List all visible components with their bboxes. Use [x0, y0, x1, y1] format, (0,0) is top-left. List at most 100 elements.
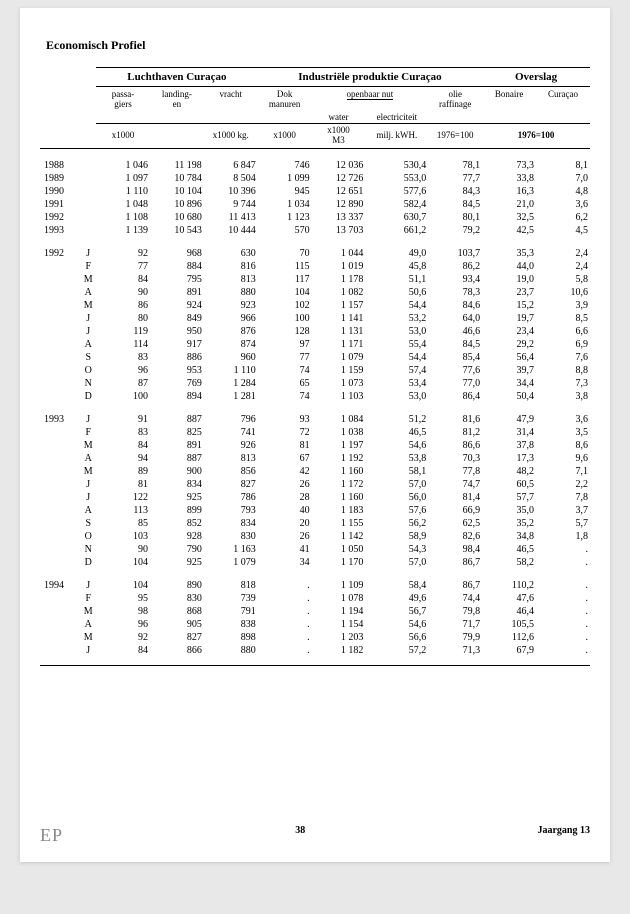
cell: 10 444: [204, 224, 258, 237]
cell: 630,7: [365, 211, 428, 224]
cell: A: [80, 618, 96, 631]
cell: 813: [204, 273, 258, 286]
table-row: J808499661001 14153,264,019,78,5: [40, 312, 590, 325]
cell: O: [80, 364, 96, 377]
cell: 1 281: [204, 390, 258, 403]
cell: 12 651: [312, 185, 366, 198]
cell: 41: [258, 543, 312, 556]
cell: 77,7: [428, 172, 482, 185]
table-row: M84891926811 19754,686,637,88,6: [40, 439, 590, 452]
cell: F: [80, 426, 96, 439]
cell: 3,9: [536, 299, 590, 312]
cell: [40, 543, 80, 556]
cell: 28: [258, 491, 312, 504]
cell: 1988: [40, 159, 80, 172]
cell: 10 680: [150, 211, 204, 224]
cell: 1 284: [204, 377, 258, 390]
cell: 887: [150, 413, 204, 426]
cell: 10 896: [150, 198, 204, 211]
cell: 37,8: [482, 439, 536, 452]
sub-openbaar: openbaar nut: [312, 87, 429, 111]
cell: 10 543: [150, 224, 204, 237]
cell: M: [80, 439, 96, 452]
table-row: D1049251 079341 17057,086,758,2.: [40, 556, 590, 569]
cell: 86: [96, 299, 150, 312]
cell: 55,4: [365, 338, 428, 351]
cell: 98,4: [428, 543, 482, 556]
table-row: A94887813671 19253,870,317,39,6: [40, 452, 590, 465]
cell: 26: [258, 478, 312, 491]
cell: 3,8: [536, 390, 590, 403]
cell: 1990: [40, 185, 80, 198]
cell: 6,2: [536, 211, 590, 224]
cell: D: [80, 390, 96, 403]
cell: 71,7: [428, 618, 482, 631]
unit-x1000m3: x1000M3: [312, 124, 366, 149]
cell: 58,9: [365, 530, 428, 543]
cell: 2,4: [536, 247, 590, 260]
cell: 7,3: [536, 377, 590, 390]
cell: 1 183: [312, 504, 366, 517]
cell: [40, 377, 80, 390]
cell: 34,4: [482, 377, 536, 390]
cell: 917: [150, 338, 204, 351]
cell: 81,6: [428, 413, 482, 426]
cell: 661,2: [365, 224, 428, 237]
table-row: M847958131171 17851,193,419,05,8: [40, 273, 590, 286]
cell: [40, 312, 80, 325]
cell: 834: [150, 478, 204, 491]
cell: M: [80, 631, 96, 644]
cell: 91: [96, 413, 150, 426]
cell: 74: [258, 390, 312, 403]
cell: 4,5: [536, 224, 590, 237]
cell: M: [80, 273, 96, 286]
cell: 39,7: [482, 364, 536, 377]
cell: .: [536, 618, 590, 631]
table-row: 19901 11010 10410 39694512 651577,684,31…: [40, 185, 590, 198]
cell: 54,6: [365, 618, 428, 631]
cell: M: [80, 465, 96, 478]
cell: 953: [150, 364, 204, 377]
cell: M: [80, 605, 96, 618]
unit-x1000b: x1000: [258, 124, 312, 149]
cell: 838: [204, 618, 258, 631]
cell: .: [536, 579, 590, 592]
unit-base76: 1976=100: [428, 124, 482, 149]
cell: 66,9: [428, 504, 482, 517]
cell: 51,1: [365, 273, 428, 286]
sub-header-row-1: passa-giers landing-en vracht Dokmanuren…: [40, 87, 590, 111]
cell: 1 109: [312, 579, 366, 592]
cell: 70,3: [428, 452, 482, 465]
cell: 13 337: [312, 211, 366, 224]
cell: 82,6: [428, 530, 482, 543]
cell: 81,4: [428, 491, 482, 504]
cell: 5,8: [536, 273, 590, 286]
cell: 899: [150, 504, 204, 517]
cell: 1 103: [312, 390, 366, 403]
cell: 1 110: [96, 185, 150, 198]
cell: 786: [204, 491, 258, 504]
cell: 71,3: [428, 644, 482, 657]
cell: 80: [96, 312, 150, 325]
table-row: A114917874971 17155,484,529,26,9: [40, 338, 590, 351]
cell: .: [536, 631, 590, 644]
cell: [80, 172, 96, 185]
cell: 10 396: [204, 185, 258, 198]
cell: 1 192: [312, 452, 366, 465]
cell: 900: [150, 465, 204, 478]
cell: 93: [258, 413, 312, 426]
cell: 57,0: [365, 478, 428, 491]
table-row: 1994J104890818.1 10958,486,7110,2.: [40, 579, 590, 592]
cell: .: [536, 556, 590, 569]
cell: [40, 390, 80, 403]
cell: 1992: [40, 211, 80, 224]
cell: 32,5: [482, 211, 536, 224]
table-row: 1992J92968630701 04449,0103,735,32,4: [40, 247, 590, 260]
cell: .: [258, 605, 312, 618]
cell: A: [80, 338, 96, 351]
cell: 86,4: [428, 390, 482, 403]
cell: 57,4: [365, 364, 428, 377]
unit-x1000: x1000: [96, 124, 150, 149]
cell: 94: [96, 452, 150, 465]
cell: 84: [96, 644, 150, 657]
